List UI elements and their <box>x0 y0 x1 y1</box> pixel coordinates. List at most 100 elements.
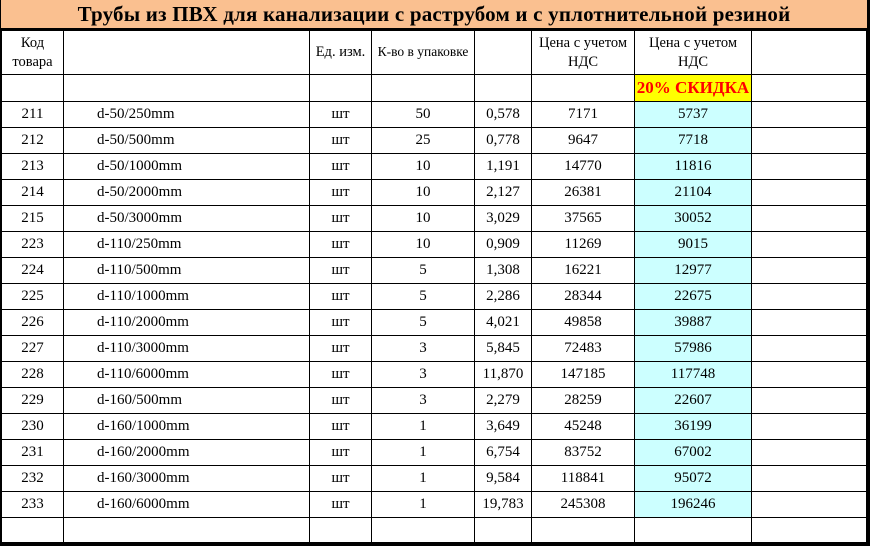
discount-price-cell: 22675 <box>634 283 752 310</box>
price-cell: 7171 <box>531 101 635 128</box>
name-cell: d-50/2000mm <box>63 179 310 206</box>
weight-cell: 2,127 <box>474 179 532 206</box>
code-cell: 233 <box>1 491 64 518</box>
weight-cell: 9,584 <box>474 465 532 492</box>
pack-qty-cell <box>371 517 475 543</box>
subheader-empty-cell <box>63 74 310 102</box>
code-cell: 213 <box>1 153 64 180</box>
table-row: 226 d-110/2000mm шт 5 4,021 49858 39887 <box>1 309 867 336</box>
unit-cell: шт <box>309 491 372 518</box>
code-cell: 227 <box>1 335 64 362</box>
name-cell: d-110/2000mm <box>63 309 310 336</box>
code-cell: 215 <box>1 205 64 232</box>
discount-price-cell: 5737 <box>634 101 752 128</box>
subheader-empty-cell <box>751 74 867 102</box>
unit-cell: шт <box>309 309 372 336</box>
pack-qty-cell: 3 <box>371 335 475 362</box>
table-body: 211 d-50/250mm шт 50 0,578 7171 5737 212 d-50/50… <box>1 101 867 543</box>
discount-price-cell: 67002 <box>634 439 752 466</box>
table-row: 230 d-160/1000mm шт 1 3,649 45248 36199 <box>1 413 867 440</box>
extra-cell <box>751 179 867 206</box>
price-cell: 72483 <box>531 335 635 362</box>
discount-price-cell: 117748 <box>634 361 752 388</box>
pack-qty-cell: 10 <box>371 231 475 258</box>
name-cell: d-160/1000mm <box>63 413 310 440</box>
col-header-name <box>63 30 310 75</box>
empty-row <box>1 517 867 543</box>
unit-cell: шт <box>309 231 372 258</box>
price-cell <box>531 517 635 543</box>
code-cell: 211 <box>1 101 64 128</box>
code-cell: 230 <box>1 413 64 440</box>
discount-price-cell: 11816 <box>634 153 752 180</box>
weight-cell: 2,286 <box>474 283 532 310</box>
extra-cell <box>751 387 867 414</box>
discount-price-cell: 9015 <box>634 231 752 258</box>
discount-price-cell: 39887 <box>634 309 752 336</box>
code-cell: 212 <box>1 127 64 154</box>
table-row: 227 d-110/3000mm шт 3 5,845 72483 57986 <box>1 335 867 362</box>
table-row: 228 d-110/6000mm шт 3 11,870 147185 117748 <box>1 361 867 388</box>
extra-cell <box>751 439 867 466</box>
code-cell: 223 <box>1 231 64 258</box>
table-row: 231 d-160/2000mm шт 1 6,754 83752 67002 <box>1 439 867 466</box>
price-cell: 37565 <box>531 205 635 232</box>
pack-qty-cell: 3 <box>371 387 475 414</box>
table-row: 211 d-50/250mm шт 50 0,578 7171 5737 <box>1 101 867 128</box>
extra-cell <box>751 361 867 388</box>
unit-cell: шт <box>309 465 372 492</box>
price-cell: 28259 <box>531 387 635 414</box>
discount-price-cell: 95072 <box>634 465 752 492</box>
subheader-empty-cell <box>1 74 64 102</box>
code-cell: 224 <box>1 257 64 284</box>
discount-price-cell: 7718 <box>634 127 752 154</box>
pack-qty-cell: 5 <box>371 309 475 336</box>
unit-cell <box>309 517 372 543</box>
discount-subheader-row: 20% СКИДКА <box>1 74 867 102</box>
col-header-unit: Ед. изм. <box>309 30 372 75</box>
extra-cell <box>751 283 867 310</box>
unit-cell: шт <box>309 283 372 310</box>
table-row: 232 d-160/3000mm шт 1 9,584 118841 95072 <box>1 465 867 492</box>
weight-cell: 4,021 <box>474 309 532 336</box>
unit-cell: шт <box>309 101 372 128</box>
extra-cell <box>751 127 867 154</box>
unit-cell: шт <box>309 335 372 362</box>
extra-cell <box>751 309 867 336</box>
unit-cell: шт <box>309 439 372 466</box>
col-header-code: Код товара <box>1 30 64 75</box>
table-row: 224 d-110/500mm шт 5 1,308 16221 12977 <box>1 257 867 284</box>
weight-cell: 19,783 <box>474 491 532 518</box>
price-table: Код товара Ед. изм. К-во в упаковке Цена… <box>1 30 867 543</box>
discount-badge: 20% СКИДКА <box>634 74 752 102</box>
col-header-price: Цена с учетом НДС <box>531 30 635 75</box>
name-cell: d-110/3000mm <box>63 335 310 362</box>
name-cell: d-160/2000mm <box>63 439 310 466</box>
weight-cell: 0,909 <box>474 231 532 258</box>
name-cell: d-160/500mm <box>63 387 310 414</box>
page-title: Трубы из ПВХ для канализации с раструбом… <box>1 0 867 30</box>
subheader-empty-cell <box>474 74 532 102</box>
col-header-pack-qty: К-во в упаковке <box>371 30 475 75</box>
name-cell: d-160/3000mm <box>63 465 310 492</box>
discount-price-cell: 57986 <box>634 335 752 362</box>
extra-cell <box>751 465 867 492</box>
subheader-empty-cell <box>309 74 372 102</box>
discount-price-cell: 196246 <box>634 491 752 518</box>
weight-cell: 5,845 <box>474 335 532 362</box>
unit-cell: шт <box>309 387 372 414</box>
unit-cell: шт <box>309 413 372 440</box>
table-row: 223 d-110/250mm шт 10 0,909 11269 9015 <box>1 231 867 258</box>
pack-qty-cell: 1 <box>371 439 475 466</box>
weight-cell: 1,191 <box>474 153 532 180</box>
table-row: 213 d-50/1000mm шт 10 1,191 14770 11816 <box>1 153 867 180</box>
weight-cell <box>474 517 532 543</box>
price-cell: 45248 <box>531 413 635 440</box>
name-cell <box>63 517 310 543</box>
pack-qty-cell: 1 <box>371 465 475 492</box>
table-row: 215 d-50/3000mm шт 10 3,029 37565 30052 <box>1 205 867 232</box>
name-cell: d-160/6000mm <box>63 491 310 518</box>
header-row: Код товара Ед. изм. К-во в упаковке Цена… <box>1 30 867 75</box>
pack-qty-cell: 1 <box>371 413 475 440</box>
pack-qty-cell: 25 <box>371 127 475 154</box>
